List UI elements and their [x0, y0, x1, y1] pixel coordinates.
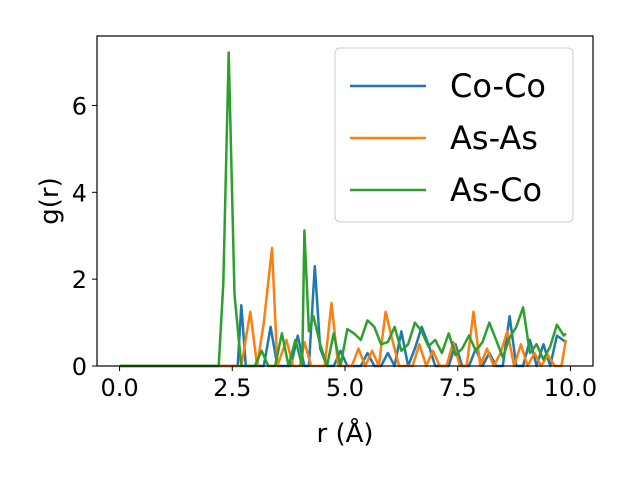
x-axis: 0.0 2.5 5.0 7.5 10.0 [100, 366, 597, 402]
y-tick-label: 4 [72, 179, 87, 207]
y-tick-label: 6 [72, 92, 87, 120]
x-tick-label: 7.5 [439, 374, 477, 402]
legend-box [334, 47, 574, 223]
x-tick-label: 5.0 [326, 374, 364, 402]
x-tick-label: 2.5 [213, 374, 251, 402]
y-axis: 0 2 4 6 [72, 92, 97, 381]
y-tick-label: 0 [72, 353, 87, 381]
y-tick-label: 2 [72, 266, 87, 294]
x-tick-label: 0.0 [100, 374, 138, 402]
legend-label-as-as: As-As [450, 119, 538, 157]
legend: Co-Co As-As As-Co [334, 47, 574, 223]
series-line-as-as [119, 246, 568, 368]
legend-label-as-co: As-Co [450, 171, 542, 209]
x-axis-label: r (Å) [316, 417, 373, 449]
series-line-as-co [119, 51, 567, 368]
legend-label-co-co: Co-Co [450, 67, 546, 105]
x-tick-label: 10.0 [544, 374, 597, 402]
y-axis-label: g(r) [35, 177, 65, 224]
